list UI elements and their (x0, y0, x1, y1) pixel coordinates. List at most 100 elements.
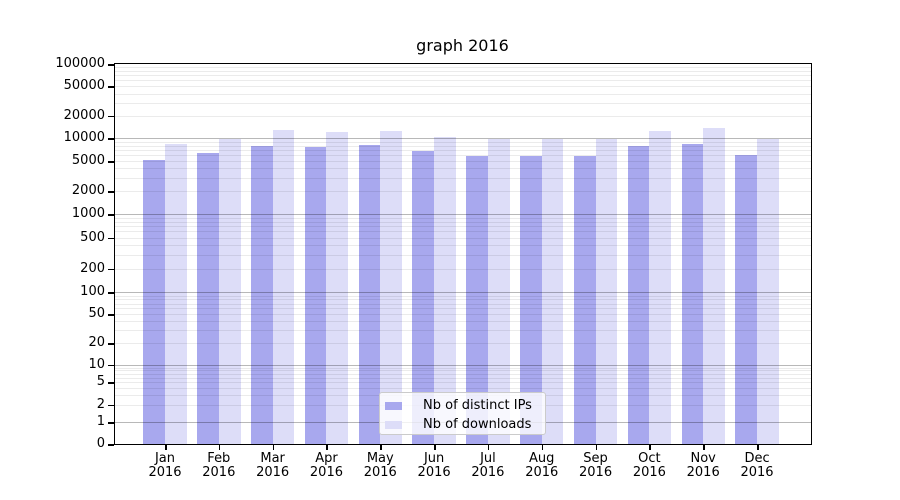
x-tick-label: Jun 2016 (402, 452, 466, 480)
y-tick-mark (108, 382, 114, 384)
x-tick-label-line: Oct (638, 451, 661, 466)
gridline-minor (115, 367, 811, 369)
gridline-minor (115, 168, 811, 170)
x-tick-label: Mar 2016 (241, 452, 305, 480)
bar-downloads (165, 143, 187, 444)
x-tick-label-line: 2016 (740, 465, 774, 480)
gridline-minor (115, 255, 811, 257)
y-tick-mark (108, 268, 114, 271)
bar-distinct-ips (627, 145, 650, 444)
gridline-minor (115, 343, 811, 345)
legend-item-downloads: Nb of downloads (385, 415, 545, 434)
x-tick-label-line: 2016 (471, 465, 505, 480)
y-tick-mark (108, 191, 114, 193)
bar-downloads (703, 128, 725, 444)
y-tick-label: 500 (80, 229, 105, 245)
x-tick-mark (326, 445, 328, 450)
gridline-minor (115, 237, 811, 239)
x-tick-mark (434, 445, 436, 450)
y-tick-mark (108, 64, 114, 66)
bar-distinct-ips (412, 151, 435, 444)
x-tick-label: Feb 2016 (187, 452, 251, 480)
x-tick-mark (165, 445, 167, 450)
y-tick-label: 100 (80, 284, 105, 300)
bar-downloads (757, 138, 779, 444)
x-tick-label-line: 2016 (579, 465, 613, 480)
bar-downloads (595, 138, 618, 444)
gridline-minor (115, 231, 811, 233)
bar-downloads (326, 132, 349, 444)
x-tick-label-line: Feb (207, 451, 231, 466)
x-tick-label-line: Sep (583, 451, 608, 466)
x-tick-label-line: 2016 (417, 465, 451, 480)
legend-label-distinct-ips: Nb of distinct IPs (423, 398, 532, 413)
gridline-minor (115, 295, 811, 297)
y-tick-label: 10 (88, 356, 105, 372)
bar-distinct-ips (250, 146, 273, 444)
bar-downloads (649, 130, 672, 444)
gridline-minor (115, 149, 811, 151)
bars-layer (115, 64, 811, 444)
x-tick-label: Dec 2016 (725, 452, 789, 480)
x-tick-label: May 2016 (348, 452, 412, 480)
x-tick-label-line: 2016 (632, 465, 666, 480)
x-tick-mark (541, 445, 544, 450)
bar-distinct-ips (304, 146, 327, 444)
x-tick-label-line: 2016 (309, 465, 343, 480)
bar-distinct-ips (573, 155, 596, 444)
gridline-minor (115, 80, 811, 82)
chart-title: graph 2016 (416, 36, 509, 55)
gridline-minor (115, 303, 811, 305)
x-tick-label: Aug 2016 (510, 452, 574, 480)
y-tick-label: 100000 (55, 56, 105, 71)
gridline-minor (115, 145, 811, 147)
bar-distinct-ips (520, 156, 542, 444)
y-tick-mark (108, 237, 114, 240)
gridline-minor (115, 86, 811, 88)
y-tick-label: 1000 (71, 206, 105, 222)
bar-downloads (218, 138, 241, 444)
gridline-minor (115, 161, 811, 163)
y-tick-label: 0 (96, 436, 105, 451)
x-tick-label-line: 2016 (256, 465, 290, 480)
legend-swatch-downloads (385, 420, 402, 429)
gridline-minor (115, 321, 811, 323)
y-tick-mark (108, 422, 114, 424)
x-tick-label: Nov 2016 (671, 452, 735, 480)
x-tick-mark (218, 445, 221, 450)
x-tick-label-line: Dec (744, 451, 770, 466)
y-tick-label: 50000 (63, 78, 105, 94)
y-tick-label: 5 (96, 374, 105, 390)
x-tick-label: Apr 2016 (294, 452, 358, 480)
x-tick-mark (380, 445, 382, 450)
y-tick-mark (108, 214, 114, 216)
x-tick-label: Jan 2016 (133, 452, 197, 480)
gridline-minor (115, 382, 811, 384)
legend-swatch-distinct-ips (385, 401, 402, 410)
y-tick-mark (108, 343, 114, 345)
bar-downloads (541, 139, 564, 444)
x-tick-label-line: Jul (480, 451, 496, 466)
x-tick-mark (703, 445, 705, 450)
gridline-minor (115, 268, 811, 270)
gridline-minor (115, 387, 811, 389)
gridline-major (115, 292, 811, 294)
gridline-minor (115, 115, 811, 117)
y-tick-label: 2 (96, 396, 105, 412)
x-tick-label: Oct 2016 (617, 452, 681, 480)
legend: Nb of distinct IPs Nb of downloads (379, 392, 546, 435)
gridline-minor (115, 177, 811, 179)
gridline-minor (115, 217, 811, 219)
gridline-minor (115, 102, 811, 104)
bar-distinct-ips (143, 159, 165, 444)
bar-downloads (380, 131, 402, 444)
gridline-minor (115, 155, 811, 157)
y-tick-label: 50 (88, 306, 105, 322)
gridline-minor (115, 226, 811, 228)
gridline-minor (115, 71, 811, 73)
gridlines-layer (115, 64, 811, 444)
gridline-minor (115, 370, 811, 372)
y-tick-mark (108, 364, 114, 367)
gridline-minor (115, 221, 811, 223)
